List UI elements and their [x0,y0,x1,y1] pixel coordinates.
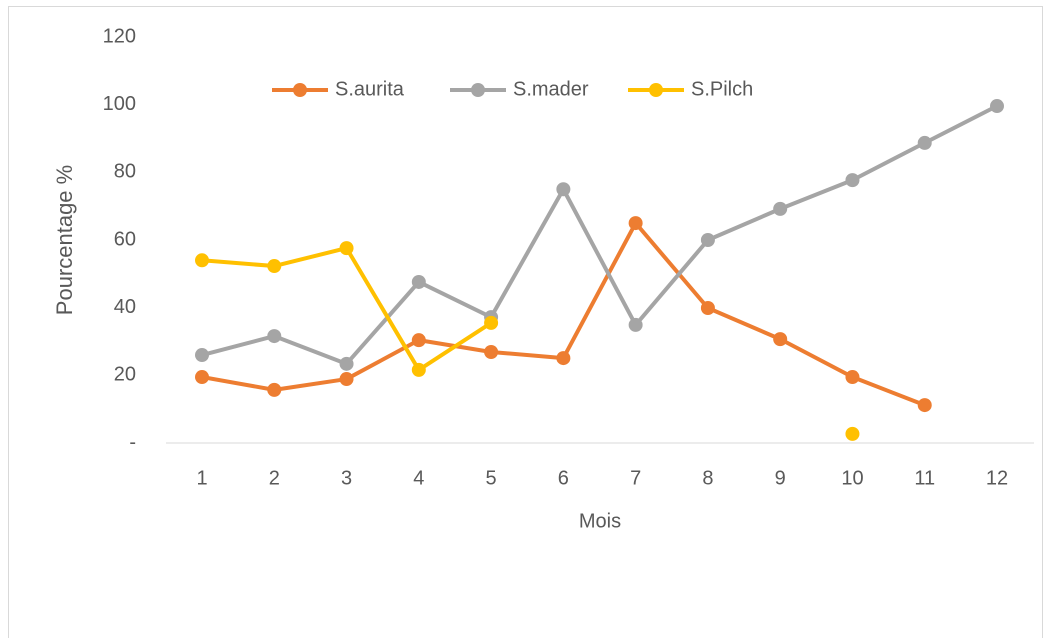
series-line [201,104,998,366]
x-tick-label: 5 [486,467,497,489]
data-point [773,201,788,216]
data-point [267,382,282,397]
data-point [339,241,354,256]
x-tick-label: 1 [196,467,207,489]
data-point [484,315,499,330]
x-tick-label: 2 [269,467,280,489]
data-point [990,99,1004,114]
data-point [411,333,426,348]
legend-label: S.Pilch [691,78,753,100]
x-tick-label: 7 [630,467,641,489]
data-point [628,216,643,231]
x-tick-label: 6 [558,467,569,489]
y-axis-title: Pourcentage % [52,165,77,315]
series-line [202,248,852,434]
x-tick-label: 8 [702,467,713,489]
legend-label: S.aurita [335,78,405,100]
data-point [845,173,860,188]
y-tick-label: 120 [103,25,136,47]
data-point [700,301,715,316]
legend-marker [471,83,485,97]
data-point [845,370,860,385]
data-point [195,348,209,363]
data-point [339,372,354,387]
data-point [773,332,788,347]
y-tick-label: 20 [114,364,136,386]
data-point [411,362,426,377]
data-point [339,356,354,371]
x-tick-label: 12 [986,467,1008,489]
data-point [195,253,209,268]
data-point [917,135,932,150]
data-point [628,317,643,332]
legend-marker [649,83,663,97]
y-tick-label: 60 [114,228,136,250]
data-point [484,344,499,359]
series-line [201,221,926,407]
x-tick-label: 10 [841,467,863,489]
x-tick-label: 9 [775,467,786,489]
y-tick-label: 100 [103,93,136,115]
data-point [411,274,426,289]
data-point [917,398,932,413]
legend-label: S.mader [513,78,589,100]
data-point [556,351,571,366]
data-point [556,182,571,197]
x-tick-label: 4 [413,467,424,489]
data-point [267,329,282,344]
x-tick-label: 3 [341,467,352,489]
x-tick-label: 11 [914,467,935,489]
data-point [195,370,209,385]
data-point [267,259,282,274]
data-point [845,426,860,441]
chart-border [8,6,1043,638]
y-tick-label: - [129,431,136,453]
legend-marker [293,83,307,97]
data-point [700,233,715,247]
x-axis-title: Mois [579,510,621,532]
y-tick-label: 40 [114,296,136,318]
y-tick-label: 80 [114,161,136,183]
